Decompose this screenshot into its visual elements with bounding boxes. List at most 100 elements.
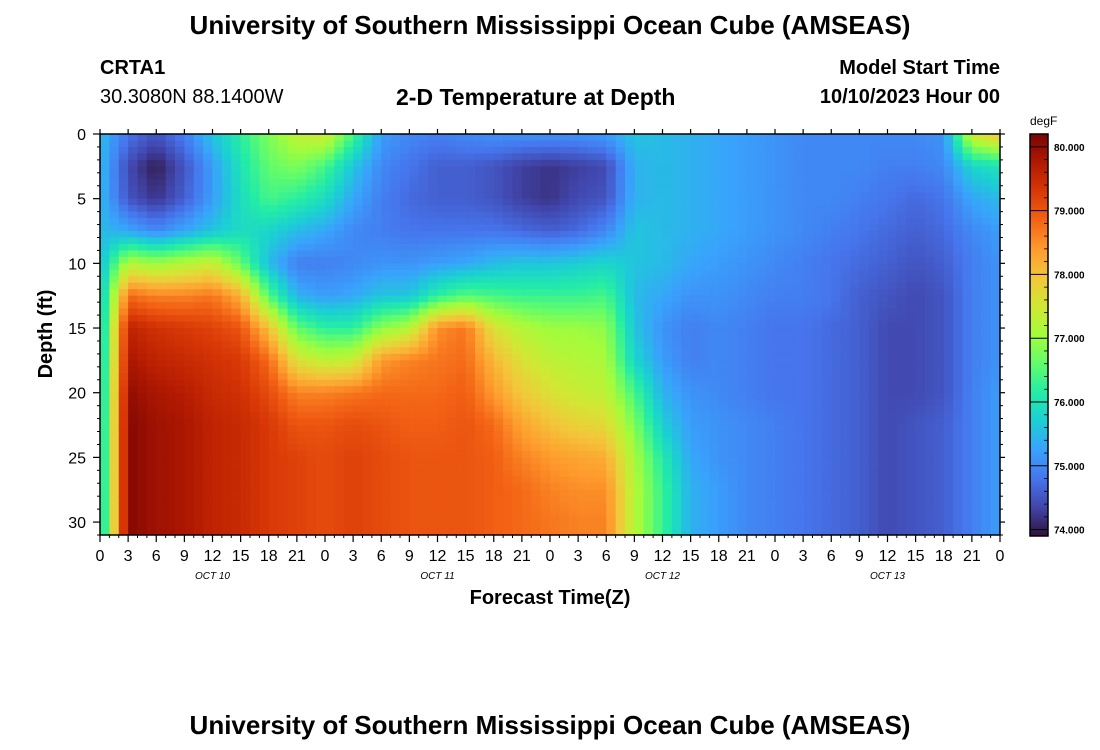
heatmap-cell (578, 256, 589, 264)
heatmap-cell (315, 295, 326, 303)
heatmap-cell (850, 282, 860, 290)
heatmap-cell (437, 509, 448, 517)
heatmap-cell (400, 444, 410, 452)
heatmap-cell (784, 515, 795, 523)
heatmap-cell (240, 399, 251, 407)
heatmap-cell (503, 250, 514, 258)
heatmap-cell (343, 256, 354, 264)
heatmap-cell (268, 509, 279, 517)
heatmap-cell (371, 205, 382, 213)
heatmap-cell (165, 522, 176, 530)
heatmap-cell (709, 515, 720, 523)
heatmap-cell (418, 263, 429, 271)
heatmap-cell (296, 134, 307, 142)
heatmap-cell (175, 522, 185, 530)
heatmap-cell (306, 146, 317, 155)
heatmap-cell (756, 360, 767, 368)
heatmap-cell (559, 282, 570, 290)
heatmap-cell (521, 243, 532, 252)
heatmap-cell (503, 463, 514, 471)
heatmap-cell (128, 496, 139, 504)
heatmap-cell (390, 366, 401, 374)
heatmap-cell (400, 146, 410, 155)
heatmap-cell (578, 179, 589, 187)
heatmap-cell (400, 515, 410, 523)
heatmap-cell (137, 276, 148, 284)
heatmap-cell (709, 231, 720, 239)
heatmap-cell (278, 218, 289, 226)
heatmap-cell (559, 340, 570, 349)
heatmap-cell (315, 522, 326, 530)
heatmap-cell (831, 172, 842, 180)
heatmap-cell (203, 457, 214, 465)
heatmap-cell (203, 437, 214, 446)
heatmap-cell (840, 522, 851, 530)
heatmap-cell (587, 153, 598, 161)
heatmap-cell (765, 192, 776, 200)
heatmap-cell (390, 353, 401, 361)
heatmap-cell (606, 218, 617, 226)
heatmap-cell (512, 295, 523, 303)
heatmap-cell (512, 450, 523, 458)
heatmap-cell (550, 243, 560, 252)
heatmap-cell (165, 476, 176, 484)
heatmap-cell (287, 256, 298, 264)
heatmap-cell (540, 263, 551, 271)
heatmap-cell (737, 172, 748, 180)
heatmap-cell (587, 185, 598, 193)
heatmap-cell (728, 496, 739, 504)
heatmap-cell (353, 192, 364, 200)
heatmap-cell (568, 470, 579, 478)
heatmap-cell (821, 295, 832, 303)
heatmap-cell (784, 321, 795, 329)
heatmap-cell (793, 334, 804, 342)
heatmap-cell (540, 412, 551, 420)
heatmap-cell (353, 263, 364, 271)
heatmap-cell (362, 192, 373, 200)
heatmap-cell (765, 418, 776, 426)
heatmap-cell (596, 211, 607, 219)
heatmap-cell (446, 489, 457, 497)
heatmap-cell (156, 386, 167, 394)
heatmap-cell (212, 166, 223, 174)
heatmap-cell (475, 515, 485, 523)
heatmap-cell (662, 340, 673, 349)
heatmap-cell (728, 502, 739, 510)
heatmap-cell (203, 366, 214, 374)
heatmap-cell (203, 263, 214, 271)
heatmap-cell (475, 243, 485, 252)
heatmap-cell (306, 515, 317, 523)
heatmap-cell (184, 276, 195, 284)
heatmap-cell (475, 179, 485, 187)
heatmap-cell (625, 159, 635, 167)
heatmap-cell (212, 172, 223, 180)
heatmap-cell (690, 528, 701, 535)
heatmap-cell (296, 146, 307, 155)
heatmap-cell (231, 509, 242, 517)
heatmap-cell (559, 470, 570, 478)
heatmap-cell (315, 528, 326, 535)
heatmap-cell (184, 218, 195, 226)
heatmap-cell (493, 425, 504, 433)
heatmap-cell (231, 515, 242, 523)
heatmap-cell (793, 328, 804, 336)
heatmap-cell (100, 386, 110, 394)
heatmap-cell (175, 509, 185, 517)
heatmap-cell (634, 289, 645, 297)
heatmap-cell (353, 463, 364, 471)
heatmap-cell (550, 457, 560, 465)
heatmap-cell (568, 528, 579, 535)
heatmap-cell (503, 321, 514, 329)
heatmap-cell (334, 528, 345, 535)
heatmap-cell (606, 282, 617, 290)
heatmap-cell (568, 379, 579, 387)
heatmap-cell (362, 392, 373, 400)
heatmap-cell (625, 405, 635, 413)
heatmap-cell (784, 502, 795, 510)
heatmap-cell (531, 211, 542, 219)
heatmap-cell (746, 470, 757, 478)
heatmap-cell (484, 496, 495, 504)
heatmap-cell (268, 444, 279, 452)
heatmap-cell (400, 386, 410, 394)
heatmap-cell (821, 347, 832, 355)
